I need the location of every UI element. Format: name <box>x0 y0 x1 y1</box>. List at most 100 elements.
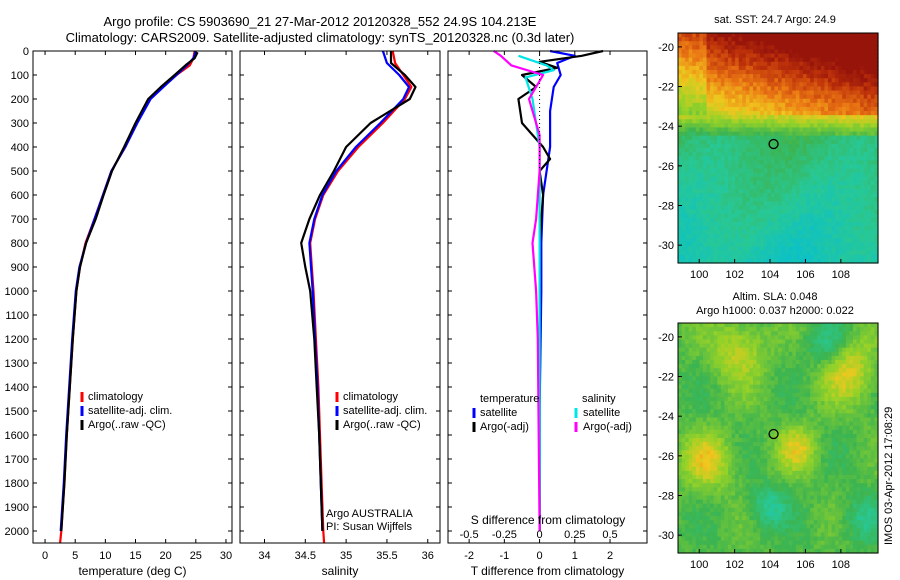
difference-xtick-label: 1 <box>572 550 578 562</box>
salinity-legend-label: satellite-adj. clim. <box>343 405 427 417</box>
difference-legend-label: Argo(-adj) <box>583 421 632 433</box>
depth-tick-label: 1900 <box>5 502 29 514</box>
difference-legend-header-temperature: temperature <box>480 393 539 405</box>
temperature-series-1 <box>59 50 197 532</box>
depth-tick-label: 2000 <box>5 526 29 538</box>
difference-xtick-label: 2 <box>607 550 613 562</box>
sst_map-xtick-label: 102 <box>725 269 743 281</box>
salinity-xtick-label: 34.5 <box>295 550 316 562</box>
sla_map-ytick-label: -20 <box>658 332 674 344</box>
salinity-annotation: Argo AUSTRALIA <box>326 508 413 520</box>
sst_map-cells <box>678 33 879 264</box>
sst_map-argo-marker <box>768 138 779 150</box>
temperature-xtick-label: 15 <box>129 550 141 562</box>
difference-xlabel: T difference from climatology <box>471 564 625 578</box>
difference-xtick-top-label: 0 <box>537 529 543 541</box>
sst_map-xtick-label: 104 <box>761 269 779 281</box>
depth-tick-label: 100 <box>11 70 29 82</box>
sst_map-frame <box>677 32 879 264</box>
sst_map-ytick-label: -20 <box>658 42 674 54</box>
depth-tick-label: 1300 <box>5 358 29 370</box>
depth-tick-label: 1800 <box>5 478 29 490</box>
difference-xtick-label: -2 <box>464 550 474 562</box>
difference-legend-label: satellite <box>583 407 620 419</box>
sla_map-ytick-label: -22 <box>658 372 674 384</box>
temperature-legend-label: climatology <box>88 391 144 403</box>
difference-axes-frame <box>447 50 648 544</box>
difference-legend-label: satellite <box>480 407 517 419</box>
salinity-legend-label: climatology <box>343 391 399 403</box>
figure-title-line-2: Climatology: CARS2009. Satellite-adjuste… <box>65 30 575 45</box>
sst_map-xtick-label: 100 <box>690 269 708 281</box>
depth-tick-label: 900 <box>11 262 29 274</box>
salinity-series-1 <box>308 50 411 532</box>
temperature-series-0 <box>59 50 196 544</box>
depth-tick-label: 1200 <box>5 334 29 346</box>
sla_map-xtick-label: 108 <box>832 559 850 571</box>
sla_map-argo-marker <box>768 428 779 440</box>
temperature-xlabel: temperature (deg C) <box>78 564 186 578</box>
salinity-xtick-label: 35 <box>340 550 352 562</box>
sla_map-xtick-label: 100 <box>690 559 708 571</box>
temperature-xtick-label: 20 <box>160 550 172 562</box>
difference-xtick-top-label: -0.5 <box>460 529 479 541</box>
figure-title-line-1: Argo profile: CS 5903690_21 27-Mar-2012 … <box>103 14 537 29</box>
depth-tick-label: 1600 <box>5 430 29 442</box>
difference-legend-header-salinity: salinity <box>582 393 616 405</box>
difference-xtick-label: 0 <box>537 550 543 562</box>
difference-xtick-top-label: 0.25 <box>564 529 585 541</box>
sla_map-cells <box>678 323 879 554</box>
depth-tick-label: 1100 <box>5 310 29 322</box>
sla_map-xtick-label: 106 <box>796 559 814 571</box>
difference-series-3 <box>493 50 545 532</box>
salinity-axes-frame <box>239 50 441 544</box>
depth-tick-label: 300 <box>11 118 29 130</box>
difference-xtick-label: -1 <box>499 550 509 562</box>
sst-map-title: sat. SST: 24.7 Argo: 24.9 <box>714 14 836 26</box>
temperature-legend-label: satellite-adj. clim. <box>88 405 172 417</box>
difference-xtick-top-label: 0.5 <box>602 529 617 541</box>
difference-series-1 <box>517 49 604 531</box>
sla_map-xtick-label: 104 <box>761 559 779 571</box>
sla_map-ytick-label: -24 <box>658 411 674 423</box>
temperature-xtick-label: 0 <box>42 550 48 562</box>
salinity-annotation: PI: Susan Wijffels <box>326 521 412 533</box>
temperature-series-2 <box>60 51 199 532</box>
temperature-xtick-label: 5 <box>72 550 78 562</box>
temperature-legend-label: Argo(..raw -QC) <box>88 419 166 431</box>
salinity-xtick-label: 34 <box>258 550 270 562</box>
salinity-xtick-label: 36 <box>422 550 434 562</box>
sla_map-frame <box>677 322 879 554</box>
sla-map-title-line-2: Argo h1000: 0.037 h2000: 0.022 <box>696 305 854 317</box>
depth-tick-label: 0 <box>23 46 29 58</box>
sst_map-ytick-label: -24 <box>658 121 674 133</box>
sst_map-ytick-label: -28 <box>658 201 674 213</box>
difference-xlabel-top: S difference from climatology <box>471 513 626 527</box>
salinity-series-2 <box>300 51 417 532</box>
sst_map-ytick-label: -22 <box>658 82 674 94</box>
depth-tick-label: 600 <box>11 190 29 202</box>
sla_map-xtick-label: 102 <box>725 559 743 571</box>
depth-tick-label: 800 <box>11 238 29 250</box>
depth-tick-label: 1500 <box>5 406 29 418</box>
difference-legend-label: Argo(-adj) <box>480 421 529 433</box>
depth-tick-label: 400 <box>11 142 29 154</box>
sst_map-ytick-label: -30 <box>658 240 674 252</box>
sst_map-xtick-label: 106 <box>796 269 814 281</box>
sla-map-title-line-1: Altim. SLA: 0.048 <box>732 291 818 303</box>
temperature-xtick-label: 10 <box>99 550 111 562</box>
depth-tick-label: 700 <box>11 214 29 226</box>
sla_map-ytick-label: -30 <box>658 530 674 542</box>
sst_map-ytick-label: -26 <box>658 161 674 173</box>
salinity-xtick-label: 35.5 <box>376 550 397 562</box>
salinity-legend-label: Argo(..raw -QC) <box>343 419 421 431</box>
sst_map-xtick-label: 108 <box>832 269 850 281</box>
depth-tick-label: 1700 <box>5 454 29 466</box>
difference-series-0 <box>538 49 576 531</box>
depth-tick-label: 1400 <box>5 382 29 394</box>
temperature-xtick-label: 25 <box>190 550 202 562</box>
salinity-series-0 <box>309 50 413 544</box>
depth-tick-label: 1000 <box>5 286 29 298</box>
salinity-xlabel: salinity <box>322 564 359 578</box>
